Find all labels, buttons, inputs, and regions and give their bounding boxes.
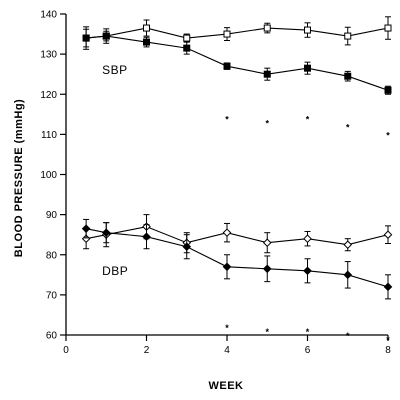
data-point	[82, 34, 90, 42]
y-tick-label: 80	[46, 250, 58, 261]
series-line	[86, 35, 389, 91]
x-ticks: 0 2 4 6 8	[63, 335, 391, 356]
series-open-square	[82, 16, 392, 50]
y-tick-label: 140	[40, 10, 57, 21]
series-annotation: DBP	[102, 264, 128, 278]
data-point	[262, 238, 272, 248]
y-tick-label: 130	[40, 50, 57, 61]
data-point	[383, 282, 393, 292]
significance-star: *	[346, 331, 350, 341]
annotations-layer: SBP DBP	[102, 63, 128, 278]
significance-star: *	[265, 327, 269, 337]
significance-star: *	[346, 122, 350, 132]
x-tick-label: 0	[63, 345, 69, 356]
data-point	[101, 228, 111, 237]
data-point	[262, 264, 272, 274]
series-filled-diamond	[81, 218, 393, 300]
data-point	[102, 32, 110, 40]
data-point	[303, 234, 312, 244]
significance-star: *	[306, 327, 310, 337]
series-open-diamond	[81, 214, 393, 254]
significance-markers: * * * * * * * * * *	[225, 114, 390, 345]
data-point	[182, 242, 192, 252]
data-point	[223, 30, 231, 38]
data-point	[143, 38, 150, 46]
axes	[65, 14, 388, 336]
series-line	[86, 228, 389, 288]
significance-star: *	[265, 118, 269, 128]
data-point	[303, 266, 312, 276]
y-tick-label: 110	[41, 130, 57, 141]
data-point	[343, 270, 353, 280]
x-tick-label: 6	[305, 345, 311, 356]
x-tick-label: 8	[385, 345, 391, 356]
x-tick-label: 4	[224, 345, 230, 356]
x-axis-title: WEEK	[209, 380, 244, 392]
significance-star: *	[386, 335, 390, 345]
series-filled-square	[82, 28, 392, 95]
data-point	[223, 62, 231, 70]
y-tick-label: 70	[46, 290, 58, 301]
significance-star: *	[225, 323, 229, 333]
y-tick-label: 120	[40, 90, 57, 101]
x-tick-label: 2	[144, 345, 150, 356]
data-point	[263, 70, 271, 78]
data-point	[384, 86, 392, 94]
data-point	[81, 224, 91, 233]
series-layer	[81, 16, 393, 300]
significance-star: *	[306, 114, 310, 124]
data-point	[222, 228, 232, 237]
data-point	[304, 64, 311, 72]
data-point	[383, 230, 393, 239]
data-point	[344, 72, 352, 80]
y-ticks: 60 70 80 90 100 110 120 130 140	[40, 10, 66, 342]
series-line	[86, 27, 389, 39]
significance-star: *	[386, 130, 390, 140]
data-point	[344, 32, 352, 40]
y-axis-title: BLOOD PRESSURE (mmHg)	[13, 99, 25, 257]
data-point	[183, 34, 191, 42]
data-point	[304, 26, 311, 34]
data-point	[142, 232, 151, 242]
data-point	[222, 262, 232, 272]
data-point	[143, 24, 150, 32]
y-tick-label: 60	[46, 331, 58, 342]
y-tick-label: 100	[40, 170, 57, 181]
data-point	[343, 240, 353, 250]
data-point	[183, 44, 191, 52]
data-point	[263, 24, 271, 32]
significance-star: *	[225, 114, 229, 124]
data-point	[384, 24, 392, 32]
series-annotation: SBP	[102, 63, 128, 77]
y-tick-label: 90	[46, 210, 58, 221]
